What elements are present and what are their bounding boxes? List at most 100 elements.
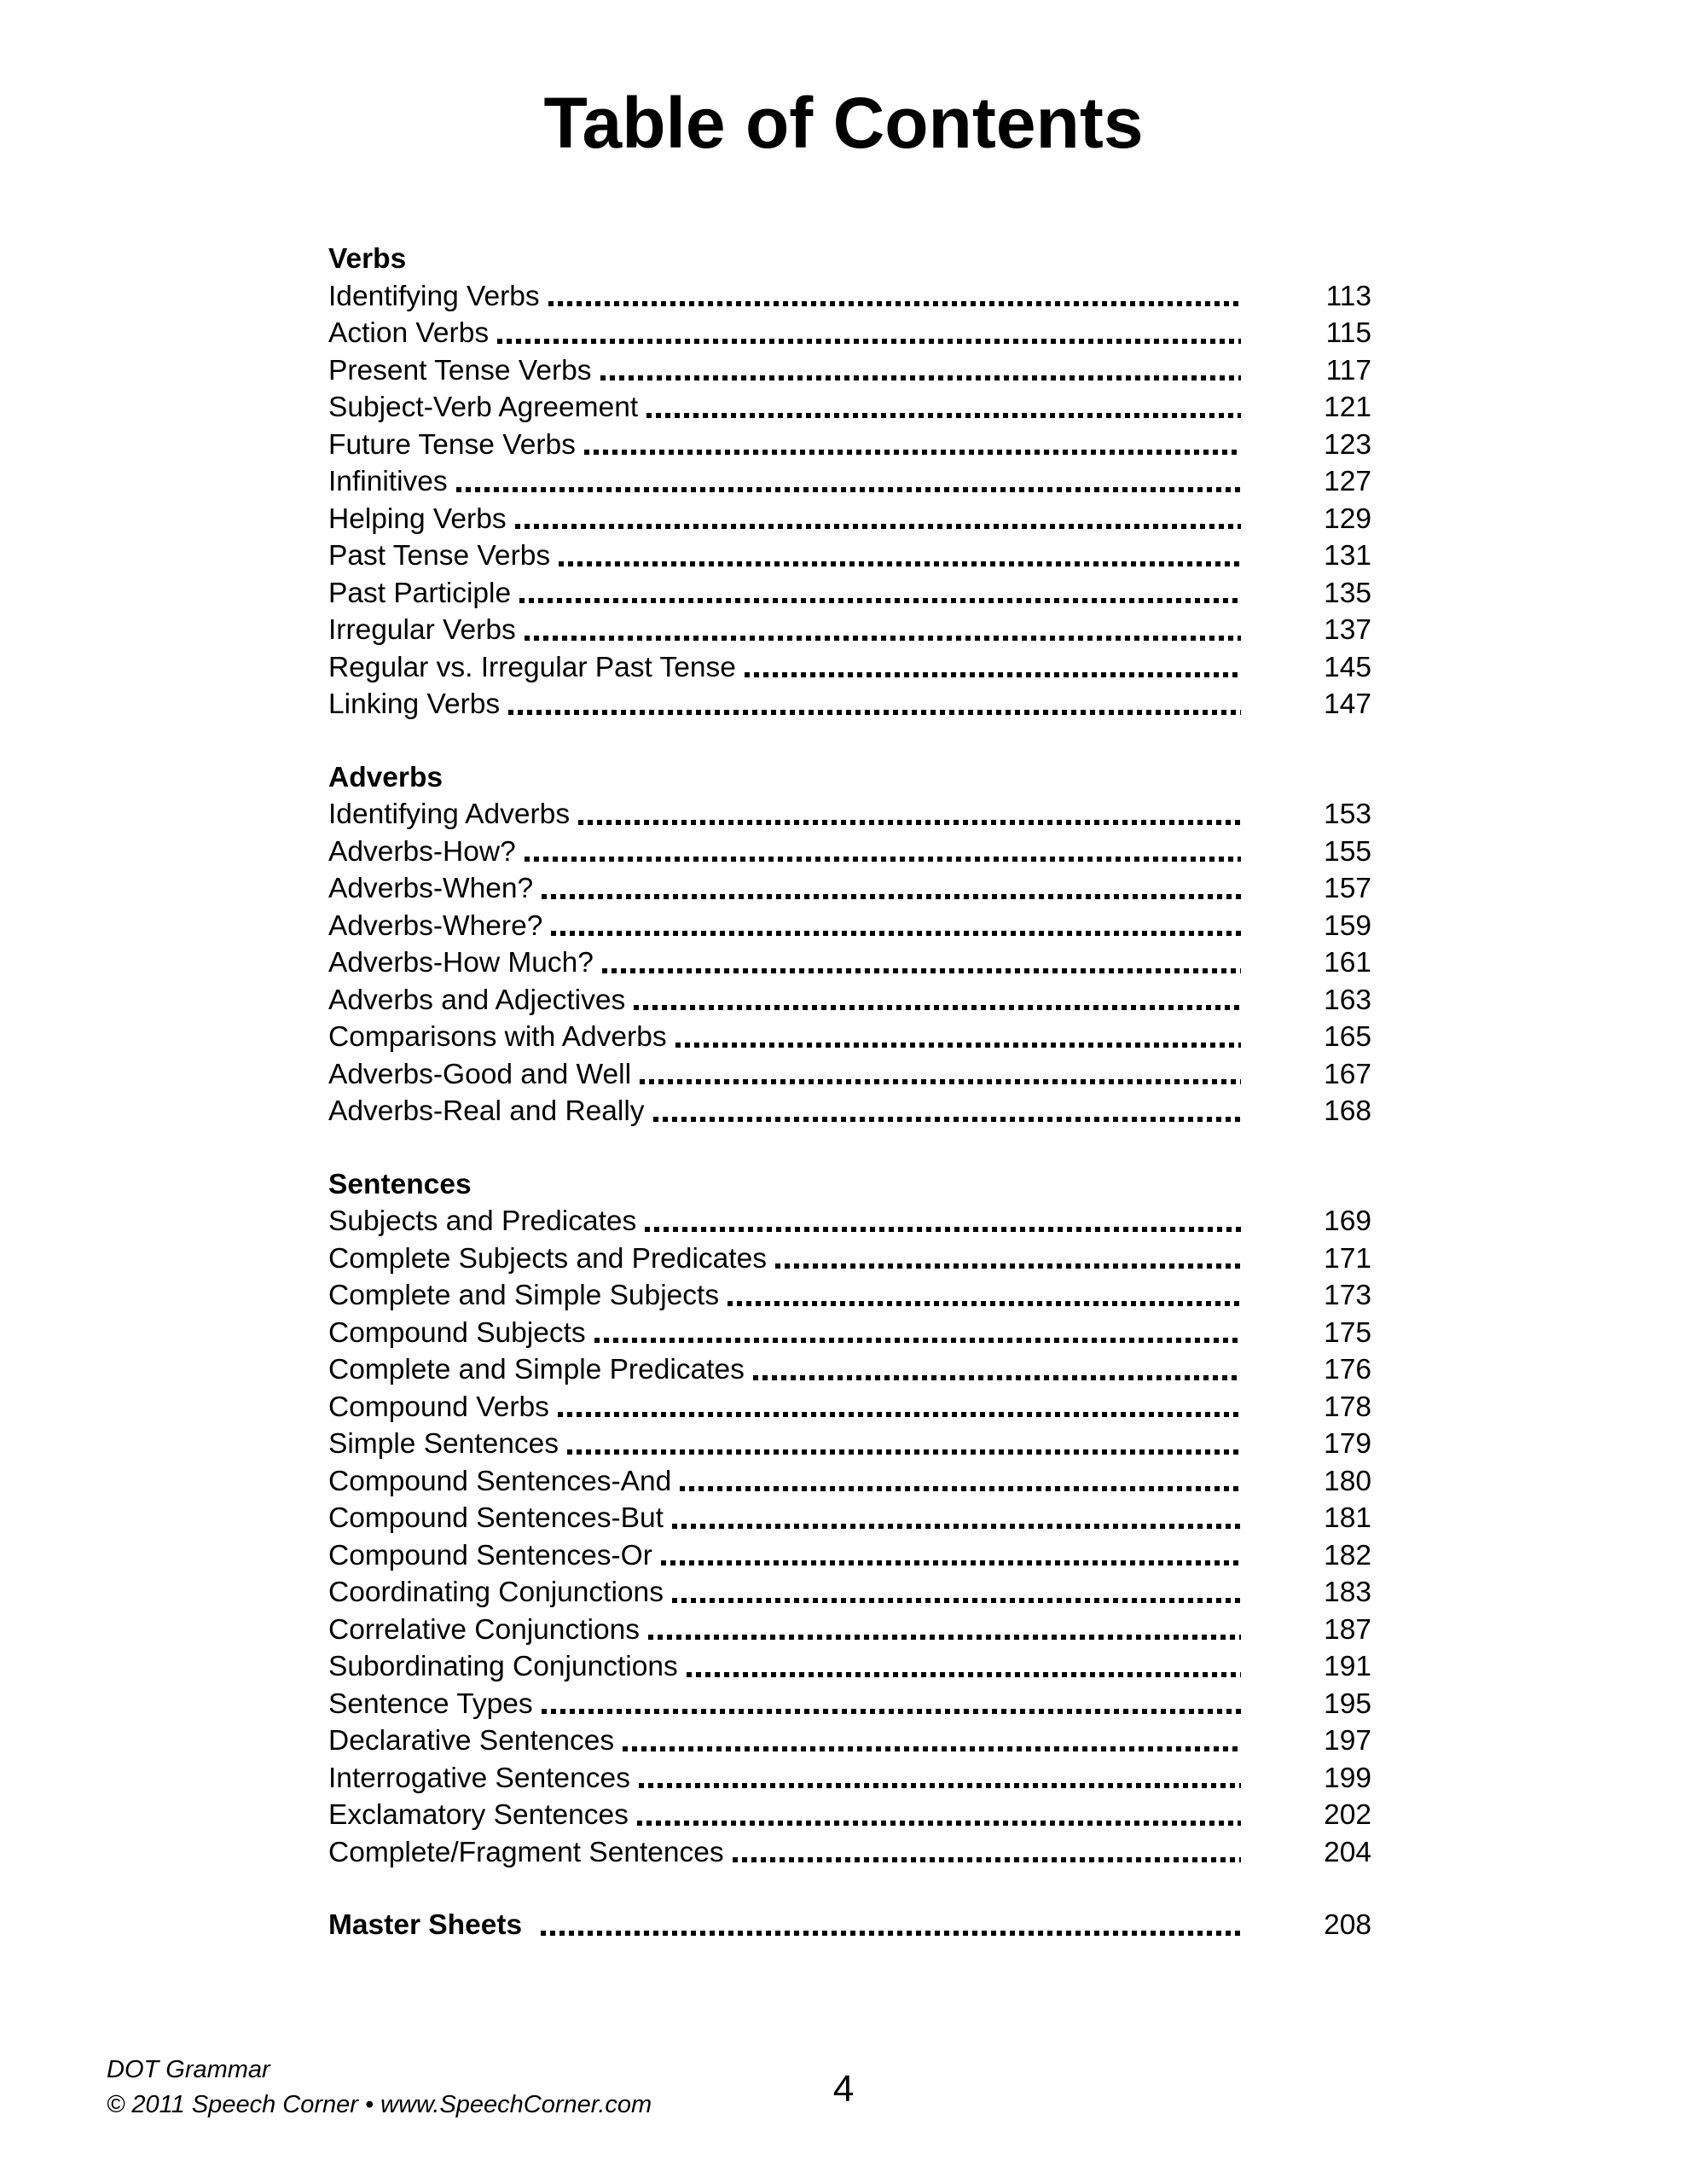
dot-leader — [508, 709, 1241, 715]
toc-entry-row: Subordinating Conjunctions 191 — [328, 1648, 1371, 1686]
toc-entry-page: 159 — [1324, 909, 1371, 942]
section-heading: Sentences — [328, 1168, 472, 1200]
toc-section: Master Sheets 208 — [328, 1907, 1371, 1944]
dot-leader — [671, 1523, 1241, 1529]
dot-leader — [744, 672, 1241, 677]
dot-leader — [752, 1374, 1241, 1380]
toc-entry-label: Compound Subjects — [328, 1316, 586, 1349]
dot-leader — [524, 635, 1241, 641]
toc-entry-row: Complete and Simple Predicates 176 — [328, 1351, 1371, 1389]
section-heading: Master Sheets — [328, 1909, 523, 1941]
dot-leader — [542, 893, 1241, 899]
toc-entry-page: 191 — [1324, 1651, 1371, 1682]
toc-entry-row: Sentence Types 195 — [328, 1686, 1371, 1723]
dot-leader — [645, 1226, 1241, 1232]
table-of-contents: Verbs Identifying Verbs 113 Action Verbs… — [328, 241, 1371, 1944]
toc-entry-row: Complete/Fragment Sentences 204 — [328, 1834, 1371, 1872]
toc-entry-row: Adverbs-Where? 159 — [328, 908, 1371, 945]
toc-entry-label: Irregular Verbs — [328, 614, 516, 646]
dot-leader — [594, 1338, 1241, 1343]
toc-entry-row: Exclamatory Sentences 202 — [328, 1797, 1371, 1834]
toc-entry-label: Identifying Verbs — [328, 280, 540, 312]
toc-entry-page: 176 — [1324, 1354, 1371, 1385]
dot-leader — [636, 1820, 1241, 1826]
toc-entry-page: 161 — [1324, 947, 1371, 979]
toc-entry-row: Complete and Simple Subjects 173 — [328, 1277, 1371, 1315]
section-heading-row: Verbs — [328, 241, 1371, 278]
toc-entry-label: Declarative Sentences — [328, 1725, 615, 1757]
toc-entry-label: Adverbs-How Much? — [328, 947, 594, 979]
toc-entry-page: 168 — [1324, 1095, 1371, 1127]
section-heading-row: Adverbs — [328, 759, 1371, 797]
dot-leader — [583, 450, 1241, 455]
toc-entry-row: Irregular Verbs 137 — [328, 612, 1371, 649]
toc-entry-page: 131 — [1324, 540, 1371, 572]
toc-entry-label: Regular vs. Irregular Past Tense — [328, 651, 736, 683]
toc-entry-row: Past Tense Verbs 131 — [328, 537, 1371, 575]
toc-entry-label: Linking Verbs — [328, 688, 501, 720]
toc-entry-page: 117 — [1325, 354, 1371, 386]
dot-leader — [541, 1930, 1241, 1936]
toc-entry-page: 204 — [1324, 1836, 1371, 1868]
toc-entry-page: 175 — [1324, 1316, 1371, 1349]
toc-entry-label: Compound Sentences-And — [328, 1465, 672, 1497]
dot-leader — [680, 1486, 1241, 1491]
dot-leader — [600, 375, 1241, 380]
toc-entry-page: 197 — [1324, 1725, 1371, 1757]
toc-entry-page: 165 — [1324, 1021, 1371, 1053]
toc-entry-page: 208 — [1324, 1909, 1371, 1941]
dot-leader — [557, 1412, 1241, 1417]
toc-entry-page: 178 — [1324, 1391, 1371, 1423]
toc-entry-row: Compound Sentences-And 180 — [328, 1463, 1371, 1501]
dot-leader — [652, 1116, 1241, 1122]
toc-entry-page: 182 — [1324, 1539, 1371, 1571]
page-title: Table of Contents — [543, 83, 1144, 163]
toc-entry-row: Coordinating Conjunctions 183 — [328, 1574, 1371, 1612]
toc-entry-page: 195 — [1324, 1687, 1371, 1720]
toc-entry-label: Adverbs-How? — [328, 835, 516, 868]
dot-leader — [728, 1300, 1241, 1306]
toc-entry-page: 121 — [1324, 392, 1371, 423]
toc-entry-label: Complete/Fragment Sentences — [328, 1836, 724, 1868]
section-entries: Identifying Adverbs 153 Adverbs-How? 155… — [328, 796, 1371, 1130]
toc-entry-label: Correlative Conjunctions — [328, 1613, 640, 1646]
toc-entry-page: 123 — [1324, 428, 1371, 461]
toc-entry-row: Adverbs-When? 157 — [328, 870, 1371, 908]
dot-leader — [514, 524, 1241, 529]
toc-entry-label: Helping Verbs — [328, 502, 507, 535]
dot-leader — [660, 1560, 1241, 1565]
toc-entry-page: 135 — [1324, 577, 1371, 609]
toc-entry-label: Infinitives — [328, 466, 448, 497]
toc-entry-page: 155 — [1324, 835, 1371, 868]
toc-entry-label: Exclamatory Sentences — [328, 1799, 629, 1831]
toc-entry-row: Present Tense Verbs 117 — [328, 352, 1371, 390]
toc-entry-label: Simple Sentences — [328, 1428, 559, 1460]
toc-entry-row: Adverbs-How? 155 — [328, 834, 1371, 871]
section-entries: Subjects and Predicates 169 Complete Sub… — [328, 1203, 1371, 1871]
toc-entry-label: Compound Verbs — [328, 1391, 549, 1423]
toc-entry-label: Subjects and Predicates — [328, 1205, 637, 1237]
toc-entry-page: 199 — [1324, 1762, 1371, 1794]
toc-entry-label: Complete and Simple Predicates — [328, 1354, 745, 1385]
toc-entry-row: Complete Subjects and Predicates 171 — [328, 1240, 1371, 1278]
toc-entry-row: Adverbs-Good and Well 167 — [328, 1056, 1371, 1094]
dot-leader — [623, 1745, 1241, 1751]
dot-leader — [640, 1079, 1241, 1084]
page-number: 4 — [832, 2068, 855, 2110]
toc-entry-row: Identifying Verbs 113 — [328, 278, 1371, 316]
toc-entry-page: 202 — [1324, 1799, 1371, 1831]
toc-entry-label: Complete and Simple Subjects — [328, 1280, 720, 1311]
toc-entry-page: 169 — [1324, 1205, 1371, 1237]
toc-entry-label: Adverbs-Where? — [328, 909, 543, 942]
toc-entry-label: Past Tense Verbs — [328, 540, 551, 572]
toc-section: Sentences Subjects and Predicates 169 Co… — [328, 1166, 1371, 1872]
toc-entry-page: 167 — [1324, 1058, 1371, 1090]
toc-entry-label: Comparisons with Adverbs — [328, 1021, 667, 1053]
footer-book-title: DOT Grammar — [107, 2056, 270, 2083]
toc-entry-page: 163 — [1324, 984, 1371, 1016]
dot-leader — [601, 967, 1241, 973]
dot-leader — [638, 1783, 1241, 1788]
toc-entry-label: Future Tense Verbs — [328, 428, 576, 461]
toc-entry-row: Linking Verbs 147 — [328, 686, 1371, 723]
section-heading-row: Sentences — [328, 1166, 1371, 1204]
